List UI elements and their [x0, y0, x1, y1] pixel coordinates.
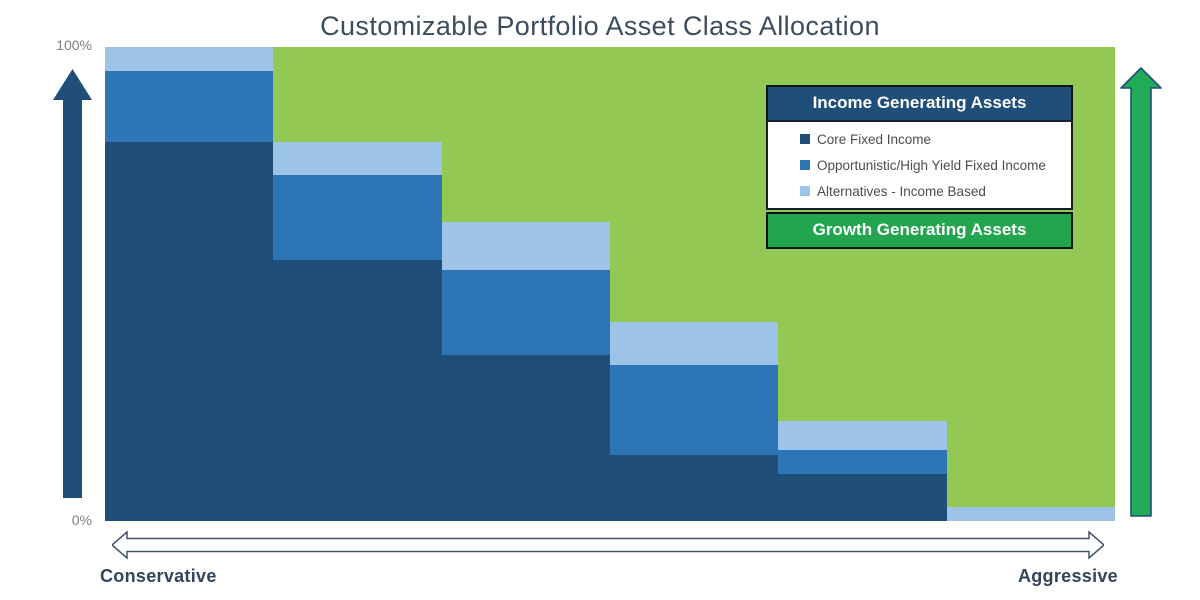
chart-title: Customizable Portfolio Asset Class Alloc… — [320, 11, 880, 41]
segment-core-fixed-income — [441, 355, 610, 521]
growth-up-arrow-icon — [1120, 67, 1162, 517]
legend-item-label: Core Fixed Income — [817, 131, 932, 147]
legend-item-core-fixed-income: Core Fixed Income — [800, 126, 1071, 152]
x-axis-label-conservative: Conservative — [100, 566, 217, 586]
segment-alternatives-income-based — [778, 421, 947, 450]
legend-income-header: Income Generating Assets — [766, 85, 1073, 122]
segment-core-fixed-income — [778, 473, 947, 521]
segment-alternatives-income-based — [273, 141, 442, 175]
segment-growth-generating-assets — [441, 47, 610, 223]
x-axis-label-aggressive: Aggressive — [1017, 566, 1118, 586]
segment-alternatives-income-based — [609, 321, 779, 365]
income-up-arrow-icon — [53, 69, 92, 498]
opportunistic-high-yield-swatch-icon — [800, 160, 810, 170]
core-fixed-income-swatch-icon — [800, 134, 810, 144]
legend-item-label: Alternatives - Income Based — [817, 183, 986, 199]
legend-item-opportunistic-high-yield: Opportunistic/High Yield Fixed Income — [800, 152, 1071, 178]
risk-spectrum-double-arrow-icon — [112, 530, 1104, 560]
segment-core-fixed-income — [273, 260, 442, 521]
segment-opportunistic-high-yield-fixed-income — [609, 364, 779, 455]
y-axis-label-0: 0% — [71, 512, 92, 528]
legend-item-label: Opportunistic/High Yield Fixed Income — [817, 157, 1046, 173]
legend-item-alternatives-income-based: Alternatives - Income Based — [800, 178, 1071, 204]
segment-opportunistic-high-yield-fixed-income — [778, 449, 947, 474]
segment-core-fixed-income — [609, 454, 779, 521]
allocation-column-4 — [609, 47, 779, 521]
legend-growth-header: Growth Generating Assets — [766, 212, 1073, 249]
segment-opportunistic-high-yield-fixed-income — [273, 175, 442, 261]
segment-core-fixed-income — [105, 141, 274, 521]
segment-opportunistic-high-yield-fixed-income — [105, 70, 274, 142]
allocation-column-2 — [273, 47, 442, 521]
segment-alternatives-income-based — [441, 222, 610, 270]
segment-alternatives-income-based — [105, 47, 274, 71]
legend-items: Core Fixed Income Opportunistic/High Yie… — [766, 120, 1073, 210]
alternatives-income-based-swatch-icon — [800, 186, 810, 196]
legend-box: Income Generating Assets Core Fixed Inco… — [766, 85, 1073, 249]
segment-alternatives-income-based — [946, 506, 1115, 521]
allocation-column-1 — [105, 47, 274, 521]
segment-growth-generating-assets — [273, 47, 442, 142]
segment-growth-generating-assets — [609, 47, 779, 322]
allocation-column-3 — [441, 47, 610, 521]
segment-opportunistic-high-yield-fixed-income — [441, 269, 610, 356]
y-axis-label-100: 100% — [56, 37, 92, 53]
